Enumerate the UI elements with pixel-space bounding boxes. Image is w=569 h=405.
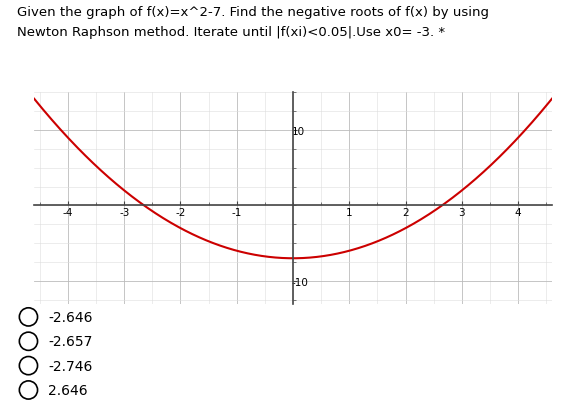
Text: -2.746: -2.746 (48, 359, 93, 373)
Text: 2.646: 2.646 (48, 383, 88, 397)
Text: -2.646: -2.646 (48, 310, 93, 324)
Text: -2.657: -2.657 (48, 335, 93, 348)
Text: Newton Raphson method. Iterate until |f(xi)<0.05|.Use x0= -3. *: Newton Raphson method. Iterate until |f(… (17, 26, 445, 39)
Text: Given the graph of f(x)=x^2-7. Find the negative roots of f(x) by using: Given the graph of f(x)=x^2-7. Find the … (17, 6, 489, 19)
